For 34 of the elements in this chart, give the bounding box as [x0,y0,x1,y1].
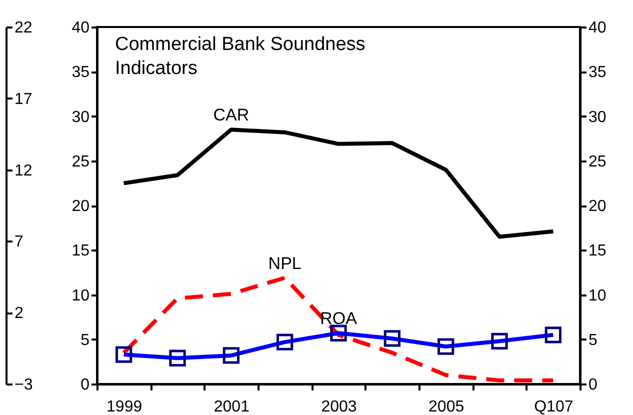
y2-tick-label: 5 [588,332,598,349]
y2-tick-label: 10 [588,287,606,304]
y-tick-label: 35 [72,64,90,82]
y-tick-label: 15 [72,242,90,260]
series-label: ROA [320,309,358,328]
y-tick-label: 40 [72,20,90,36]
y2-tick-label: 15 [588,242,606,260]
y3-tick-label: 12 [14,162,32,180]
y3-tick-label: 22 [14,20,32,36]
y3-tick-label: 7 [14,234,24,251]
y2-tick-label: 40 [588,20,606,36]
y3-tick-label: 2 [14,305,24,322]
y3-tick-label: −3 [14,376,33,394]
y-tick-label: 10 [72,287,90,304]
y-tick-label: 5 [80,332,90,349]
x-tick-label: Q107 [534,398,574,415]
x-tick-label: 2003 [321,398,357,415]
x-tick-label: 1999 [106,398,142,415]
x-tick-label: 2005 [428,398,464,415]
series-label: CAR [213,106,250,125]
text: Commercial Bank Soundness Indicators [115,34,366,79]
y2-tick-label: 0 [588,376,598,394]
series-label: NPL [268,254,302,273]
y2-tick-label: 35 [588,64,606,82]
x-tick-label: 2001 [214,398,250,415]
y3-tick-label: 17 [14,90,32,108]
y2-tick-label: 30 [588,108,606,126]
line-series [122,128,556,239]
y2-tick-label: 20 [588,198,606,215]
y-tick-label: 20 [72,198,90,215]
y2-tick-label: 25 [588,153,606,170]
y-tick-label: 30 [72,108,90,126]
y-tick-label: 25 [72,153,90,170]
y-tick-label: 0 [80,376,90,394]
